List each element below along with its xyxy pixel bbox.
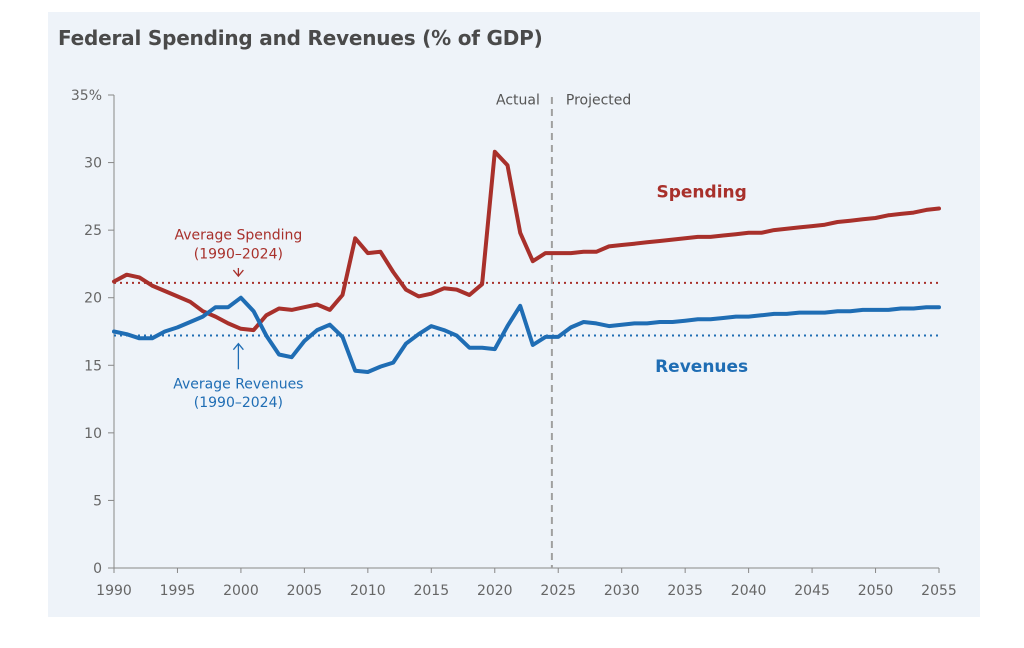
revenues-series-label: Revenues xyxy=(655,357,748,377)
chart-title: Federal Spending and Revenues (% of GDP) xyxy=(58,26,543,50)
x-tick-label: 2045 xyxy=(794,583,830,599)
x-tick-label: 2035 xyxy=(667,583,703,599)
y-tick-label: 0 xyxy=(93,561,102,577)
down-arrow-icon xyxy=(232,267,244,278)
x-tick-label: 2055 xyxy=(921,583,957,599)
projected-label: Projected xyxy=(566,92,631,108)
up-arrow-icon xyxy=(232,342,244,370)
y-tick-label: 5 xyxy=(93,493,102,509)
y-tick-label: 10 xyxy=(84,426,102,442)
average-revenues-period: (1990–2024) xyxy=(194,395,283,411)
y-tick-label: 20 xyxy=(84,291,102,307)
series-line-spending xyxy=(112,149,941,333)
x-tick-label: 2025 xyxy=(540,583,576,599)
x-tick-label: 1990 xyxy=(96,583,132,599)
x-tick-label: 2030 xyxy=(604,583,640,599)
average-spending-label: Average Spending xyxy=(175,228,303,244)
x-tick-label: 2050 xyxy=(858,583,894,599)
arrow-head xyxy=(232,269,244,278)
x-tick-label: 2020 xyxy=(477,583,513,599)
chart-panel: Federal Spending and Revenues (% of GDP)… xyxy=(48,12,980,617)
average-revenues-label: Average Revenues xyxy=(173,376,303,392)
average-spending-period: (1990–2024) xyxy=(194,247,283,263)
x-tick-label: 2005 xyxy=(287,583,323,599)
spending-series-label: Spending xyxy=(656,183,746,203)
x-tick-label: 2040 xyxy=(731,583,767,599)
x-tick-label: 1995 xyxy=(160,583,196,599)
x-tick-label: 2015 xyxy=(413,583,449,599)
annotations: Average Spending (1990–2024) Average Rev… xyxy=(173,183,748,411)
y-tick-label: 25 xyxy=(84,223,102,239)
y-tick-label: 30 xyxy=(84,156,102,172)
x-tick-label: 2010 xyxy=(350,583,386,599)
series-lines xyxy=(112,149,941,374)
y-tick-label: 15 xyxy=(84,358,102,374)
actual-label: Actual xyxy=(496,92,540,108)
actual-projected-divider: Actual Projected xyxy=(496,92,631,568)
arrow-head xyxy=(232,342,244,351)
y-tick-label: 35% xyxy=(71,88,102,104)
x-tick-label: 2000 xyxy=(223,583,259,599)
series-line-revenues xyxy=(112,295,941,374)
